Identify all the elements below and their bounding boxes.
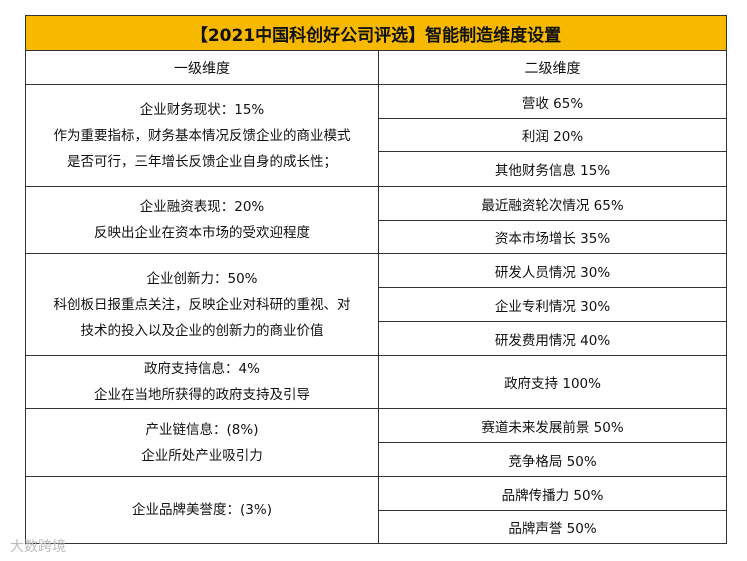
primary-line: 企业在当地所获得的政府支持及引导: [94, 387, 310, 403]
row: 竞争格局 50%: [26, 442, 728, 477]
row: 其他财务信息 15%: [26, 151, 728, 187]
watermark: 大数跨境: [10, 539, 66, 555]
row: 利润 20%: [26, 118, 728, 152]
row: 产业链信息：(8%) 企业所处产业吸引力 赛道未来发展前景 50%: [25, 408, 728, 477]
primary-line: 企业融资表现：20%: [139, 199, 265, 215]
row: 研发费用情况 40%: [26, 321, 728, 356]
secondary-cell: 品牌声誉 50%: [377, 510, 728, 544]
secondary-cell: 资本市场增长 35%: [377, 220, 728, 254]
secondary-cell: 政府支持 100%: [377, 355, 728, 409]
row: 企业财务现状：15% 作为重要指标，财务基本情况反馈企业的商业模式 是否可行，三年增…: [25, 84, 728, 187]
secondary-cell: 其他财务信息 15%: [377, 151, 728, 187]
primary-line: 企业所处产业吸引力: [141, 447, 263, 464]
primary-line: 反映出企业在资本市场的受欢迎程度: [94, 225, 310, 241]
primary-line: 企业创新力：50%: [146, 270, 258, 287]
row: 企业融资表现：20% 反映出企业在资本市场的受欢迎程度 最近融资轮次情况 65%: [25, 186, 728, 254]
row: 企业创新力：50% 科创板日报重点关注，反映企业对科研的重视、对 技术的投入以及企业…: [25, 253, 728, 356]
title: 【2021中国科创好公司评选】智能制造维度设置: [24, 15, 728, 51]
row: 企业品牌美誉度：(3%) 品牌传播力 50%: [25, 476, 728, 544]
primary-cell: 产业链信息：(8%) 企业所处产业吸引力: [25, 408, 379, 477]
primary-cell: 企业创新力：50% 科创板日报重点关注，反映企业对科研的重视、对 技术的投入以及企业…: [25, 253, 379, 356]
primary-cell: 企业品牌美誉度：(3%): [25, 476, 379, 544]
secondary-cell: 赛道未来发展前景 50%: [377, 408, 728, 443]
secondary-cell: 企业专利情况 30%: [377, 287, 728, 322]
primary-line: 产业链信息：(8%): [145, 421, 259, 438]
secondary-cell: 研发费用情况 40%: [377, 321, 728, 356]
row: 政府支持信息：4% 企业在当地所获得的政府支持及引导 政府支持 100%: [25, 355, 728, 409]
secondary-cell: 营收 65%: [377, 84, 728, 119]
primary-cell: 企业财务现状：15% 作为重要指标，财务基本情况反馈企业的商业模式 是否可行，三年增…: [25, 84, 379, 187]
row: 品牌声誉 50%: [26, 510, 728, 544]
secondary-cell: 研发人员情况 30%: [377, 253, 728, 288]
secondary-cell: 竞争格局 50%: [377, 442, 728, 477]
primary-line: 科创板日报重点关注，反映企业对科研的重视、对: [53, 296, 351, 313]
primary-cell: 政府支持信息：4% 企业在当地所获得的政府支持及引导: [25, 355, 379, 409]
header-cell: 二级维度: [377, 50, 728, 85]
secondary-cell: 最近融资轮次情况 65%: [377, 186, 728, 221]
header-cell: 一级维度: [25, 50, 379, 85]
secondary-cell: 品牌传播力 50%: [377, 476, 728, 511]
row: 企业专利情况 30%: [26, 287, 728, 322]
table: 【2021中国科创好公司评选】智能制造维度设置 一级维度 二级维度 企业财务现状…: [24, 15, 728, 544]
primary-line: 企业财务现状：15%: [139, 101, 265, 118]
primary-line: 作为重要指标，财务基本情况反馈企业的商业模式: [53, 127, 351, 144]
primary-line: 技术的投入以及企业的创新力的商业价值: [80, 322, 324, 339]
primary-line: 政府支持信息：4%: [144, 361, 260, 377]
primary-line: 是否可行，三年增长反馈企业自身的成长性；: [67, 153, 337, 170]
secondary-cell: 利润 20%: [377, 118, 728, 152]
primary-cell: 企业融资表现：20% 反映出企业在资本市场的受欢迎程度: [25, 186, 379, 254]
primary-line: 企业品牌美誉度：(3%): [132, 502, 272, 518]
